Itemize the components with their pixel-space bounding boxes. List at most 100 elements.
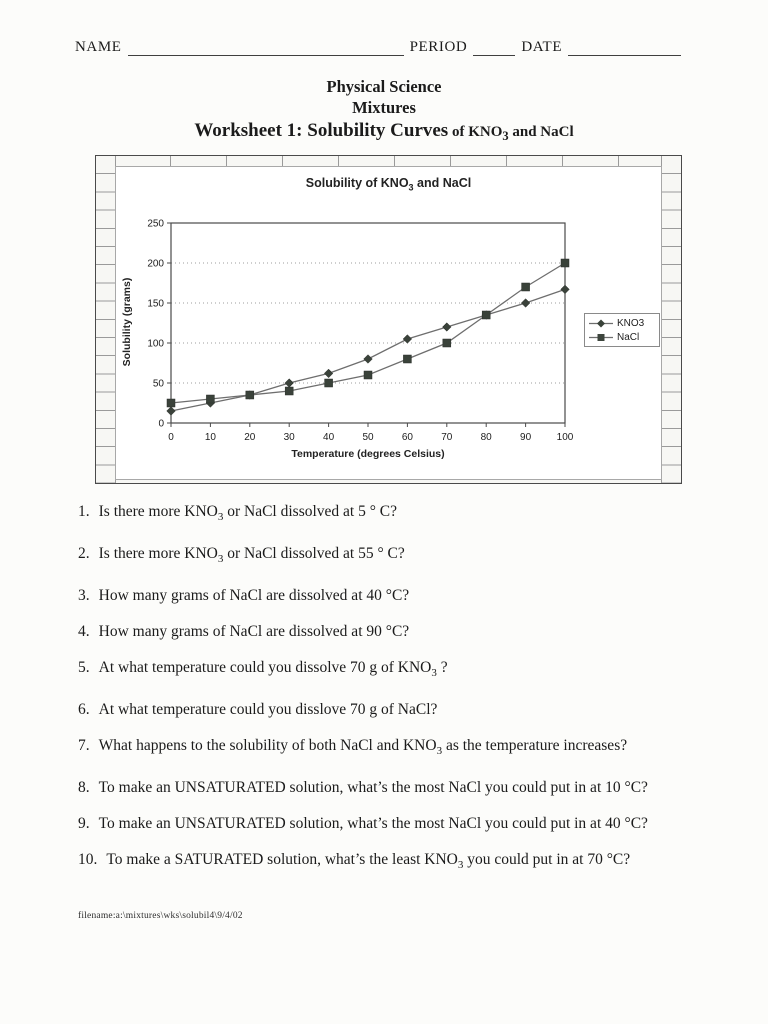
x-tick-label: 40 — [323, 432, 335, 443]
kno3-line — [170, 288, 566, 412]
question-text: At what temperature could you disslove 7… — [98, 701, 438, 719]
x-tick-label: 70 — [441, 432, 453, 443]
x-tick-label: 60 — [402, 432, 414, 443]
nacl-marker — [245, 390, 255, 400]
worksheet-title-main: Worksheet 1: Solubility Curves — [194, 120, 449, 141]
kno3-marker — [284, 378, 294, 388]
question-text: How many grams of NaCl are dissolved at … — [98, 623, 410, 641]
kno3-marker — [402, 334, 413, 344]
nacl-marker — [324, 378, 333, 388]
nacl-square-marker-icon — [589, 334, 613, 341]
solubility-plot: 0 50 100 150 200 250 0 10 20 30 40 50 60 70 80 90 100 — [147, 219, 574, 444]
question-number: 9. — [78, 815, 90, 833]
kno3-diamond-marker-icon — [589, 319, 613, 328]
x-tick-label: 10 — [205, 432, 217, 443]
period-blank-line — [473, 38, 516, 56]
question-item: 1. Is there more KNO3 or NaCl dissolved a… — [78, 501, 743, 528]
y-tick-label: 200 — [147, 259, 164, 270]
question-number: 1. — [78, 503, 90, 520]
question-item: 8. To make an UNSATURATED solution, what’… — [78, 777, 743, 798]
question-number: 4. — [78, 623, 90, 641]
kno3-marker — [166, 406, 176, 416]
question-number: 8. — [78, 779, 90, 797]
nacl-marker — [403, 354, 412, 364]
question-text: To make an UNSATURATED solution, what’s … — [98, 779, 648, 797]
question-number: 10. — [78, 851, 98, 869]
nacl-marker — [560, 258, 570, 268]
legend-entry-nacl: NaCl — [589, 332, 655, 343]
nacl-marker — [206, 394, 215, 404]
question-item: 3. How many grams of NaCl are dissolved a… — [78, 585, 743, 606]
question-text: Is there more KNO3 or NaCl dissolved at … — [98, 545, 405, 566]
chart-legend: KNO3 NaCl — [584, 313, 660, 347]
nacl-marker — [481, 310, 491, 320]
nacl-marker — [363, 370, 373, 380]
footer-filename: filename:a:\mixtures\wks\solubil4\9/4/02 — [78, 911, 243, 921]
y-tick-label: 100 — [147, 339, 164, 350]
question-text: What happens to the solubility of both N… — [98, 737, 628, 758]
question-text: How many grams of NaCl are dissolved at … — [98, 587, 410, 605]
question-text: To make a SATURATED solution, what’s the… — [106, 851, 631, 872]
period-label: PERIOD — [409, 39, 468, 55]
question-text: At what temperature could you dissolve 7… — [98, 659, 448, 680]
kno3-marker — [442, 322, 452, 332]
question-item: 9. To make an UNSATURATED solution, what’… — [78, 813, 743, 834]
y-tick-label: 50 — [153, 379, 165, 390]
questions-list: 1. Is there more KNO3 or NaCl dissolved a… — [78, 501, 743, 891]
chart-area: Solubility of KNO3 and NaCl 0 50 100 150 200… — [115, 166, 662, 480]
kno3-marker — [363, 354, 373, 364]
x-tick-label: 0 — [168, 432, 174, 443]
nacl-marker — [521, 282, 530, 292]
name-blank-line — [127, 38, 404, 56]
question-item: 6. At what temperature could you disslove… — [78, 699, 743, 720]
date-label: DATE — [521, 39, 563, 55]
question-item: 5. At what temperature could you dissolve… — [78, 657, 743, 684]
question-number: 2. — [78, 545, 90, 563]
question-text: To make an UNSATURATED solution, what’s … — [98, 815, 648, 833]
course-title: Physical Science — [326, 77, 442, 96]
question-number: 6. — [78, 701, 90, 719]
question-item: 7. What happens to the solubility of both… — [78, 735, 743, 762]
nacl-marker — [284, 386, 294, 396]
unit-title: Mixtures — [352, 98, 416, 117]
question-number: 3. — [78, 587, 90, 605]
plot-frame — [170, 222, 566, 424]
nacl-marker — [442, 338, 452, 348]
y-tick-label: 250 — [147, 219, 164, 230]
question-text: Is there more KNO3 or NaCl dissolved at … — [98, 503, 398, 524]
header-fill-in-row: NAME PERIOD DATE — [75, 38, 687, 56]
x-tick-label: 30 — [284, 432, 296, 443]
chart-title: Solubility of KNO3 and NaCl — [305, 176, 472, 193]
nacl-line — [170, 262, 566, 404]
question-item: 10. To make a SATURATED solution, what’s … — [78, 849, 743, 876]
name-label: NAME — [75, 39, 122, 55]
kno3-marker — [520, 298, 531, 308]
title-block: Physical Science Mixtures Worksheet 1: S… — [0, 76, 768, 148]
legend-label-nacl: NaCl — [617, 332, 640, 343]
legend-label-kno3: KNO3 — [617, 318, 645, 329]
worksheet-title: Worksheet 1: Solubility Curves of KNO3 a… — [0, 119, 768, 148]
solubility-chart-figure: Solubility of KNO3 and NaCl 0 50 100 150 200… — [95, 155, 682, 484]
question-item: 2. Is there more KNO3 or NaCl dissolved a… — [78, 543, 743, 570]
y-tick-label: 150 — [147, 299, 164, 310]
x-tick-label: 90 — [520, 432, 532, 443]
kno3-marker — [560, 284, 570, 295]
y-axis-label: Solubility (grams) — [121, 277, 133, 367]
legend-entry-kno3: KNO3 — [589, 318, 655, 329]
x-tick-label: 20 — [244, 432, 256, 443]
y-tick-label: 0 — [158, 419, 164, 430]
spreadsheet-grid-right — [661, 156, 681, 483]
x-axis-label: Temperature (degrees Celsius) — [291, 448, 445, 460]
x-tick-label: 100 — [557, 432, 574, 443]
question-number: 5. — [78, 659, 90, 677]
x-tick-label: 50 — [362, 432, 374, 443]
spreadsheet-grid-top — [115, 156, 662, 166]
question-number: 7. — [78, 737, 90, 755]
spreadsheet-grid-left — [96, 156, 116, 483]
x-tick-label: 80 — [481, 432, 493, 443]
worksheet-title-sub: of KNO3 and NaCl — [448, 124, 574, 143]
nacl-marker — [166, 398, 176, 408]
date-blank-line — [568, 38, 682, 56]
question-item: 4. How many grams of NaCl are dissolved a… — [78, 621, 743, 642]
